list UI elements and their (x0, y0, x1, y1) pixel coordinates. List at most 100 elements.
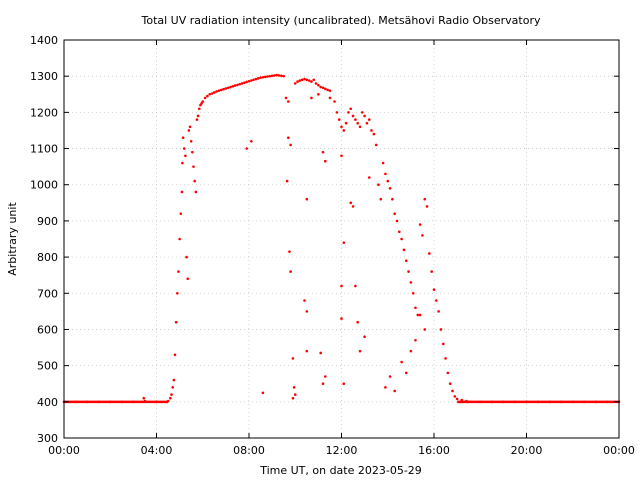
data-point (356, 320, 359, 324)
data-point (435, 299, 438, 302)
data-point (404, 371, 408, 375)
data-point (340, 284, 343, 288)
data-point (192, 165, 195, 168)
data-point (460, 398, 464, 402)
data-point (490, 400, 494, 404)
data-point (217, 89, 221, 92)
data-point (317, 92, 320, 96)
data-point (193, 179, 196, 183)
data-point (196, 114, 200, 118)
data-point (374, 143, 378, 147)
data-point (340, 125, 343, 129)
data-point (263, 75, 267, 79)
axis-ticks: 00:00 04:00 08:00 12:00 16:00 20:00 00:0030040… (30, 34, 635, 457)
data-point (347, 111, 350, 114)
data-point (418, 223, 422, 226)
data-point (583, 400, 586, 404)
data-point (400, 237, 403, 241)
data-point (478, 400, 482, 404)
y-tick-label: 900 (37, 215, 58, 228)
data-point (143, 399, 147, 403)
data-point (467, 400, 470, 404)
data-point (178, 237, 181, 241)
data-point (291, 396, 295, 400)
data-point (321, 86, 325, 90)
data-point (393, 212, 396, 215)
data-point (358, 349, 362, 353)
data-point (231, 85, 235, 88)
data-point (85, 400, 89, 404)
data-point (351, 205, 355, 208)
data-point (400, 360, 403, 364)
data-point (337, 118, 341, 121)
data-point (287, 100, 290, 103)
data-point (305, 349, 309, 353)
data-point (317, 83, 320, 87)
data-point (324, 87, 327, 91)
data-point (525, 400, 528, 404)
data-point (451, 389, 454, 393)
data-point (303, 299, 306, 302)
data-point (414, 306, 417, 310)
data-point (284, 96, 288, 100)
data-point (226, 86, 230, 90)
data-point (365, 121, 369, 125)
data-point (206, 94, 209, 98)
data-point (342, 382, 346, 386)
data-point (238, 82, 242, 86)
data-point (425, 205, 429, 208)
data-point (305, 78, 309, 82)
data-point (354, 284, 357, 288)
x-tick-label: 00:00 (603, 444, 635, 457)
data-point (453, 395, 457, 398)
x-tick-label: 00:00 (48, 444, 80, 457)
data-point (166, 399, 170, 403)
data-point (423, 197, 427, 201)
data-point (171, 386, 174, 389)
data-point (208, 92, 211, 96)
data-point (411, 291, 415, 295)
data-point (421, 234, 424, 237)
y-tick-label: 700 (37, 287, 58, 300)
data-point (182, 147, 186, 150)
y-tick-label: 1300 (30, 70, 58, 83)
data-point (307, 79, 311, 82)
data-point (245, 80, 248, 84)
y-tick-label: 500 (37, 360, 58, 373)
y-axis-label: Arbitrary unit (6, 202, 19, 276)
data-point (288, 250, 291, 253)
data-point (176, 291, 179, 295)
data-point (384, 386, 387, 389)
data-point (289, 270, 292, 273)
data-point (465, 399, 468, 403)
x-tick-label: 16:00 (418, 444, 450, 457)
data-point (245, 147, 248, 150)
data-point (132, 400, 135, 404)
grid-lines (64, 40, 619, 438)
y-tick-label: 400 (37, 396, 58, 409)
data-point (169, 396, 172, 400)
data-point (266, 75, 269, 78)
data-point (571, 400, 575, 404)
data-point (370, 129, 373, 132)
data-point (108, 400, 112, 404)
data-point (349, 107, 353, 111)
data-point (326, 88, 329, 92)
x-tick-label: 08:00 (233, 444, 265, 457)
data-point (259, 76, 262, 79)
data-point (170, 393, 173, 396)
data-point (252, 78, 255, 82)
data-point (363, 335, 366, 338)
data-point (321, 150, 325, 154)
data-point (423, 328, 427, 331)
data-point (293, 82, 297, 85)
data-point (342, 241, 346, 244)
data-point (441, 342, 445, 346)
data-point (303, 77, 306, 81)
data-point (606, 400, 609, 404)
data-point (180, 190, 184, 194)
data-point (270, 74, 274, 78)
data-point (305, 310, 309, 313)
data-point (277, 74, 281, 77)
y-tick-label: 300 (37, 432, 58, 445)
